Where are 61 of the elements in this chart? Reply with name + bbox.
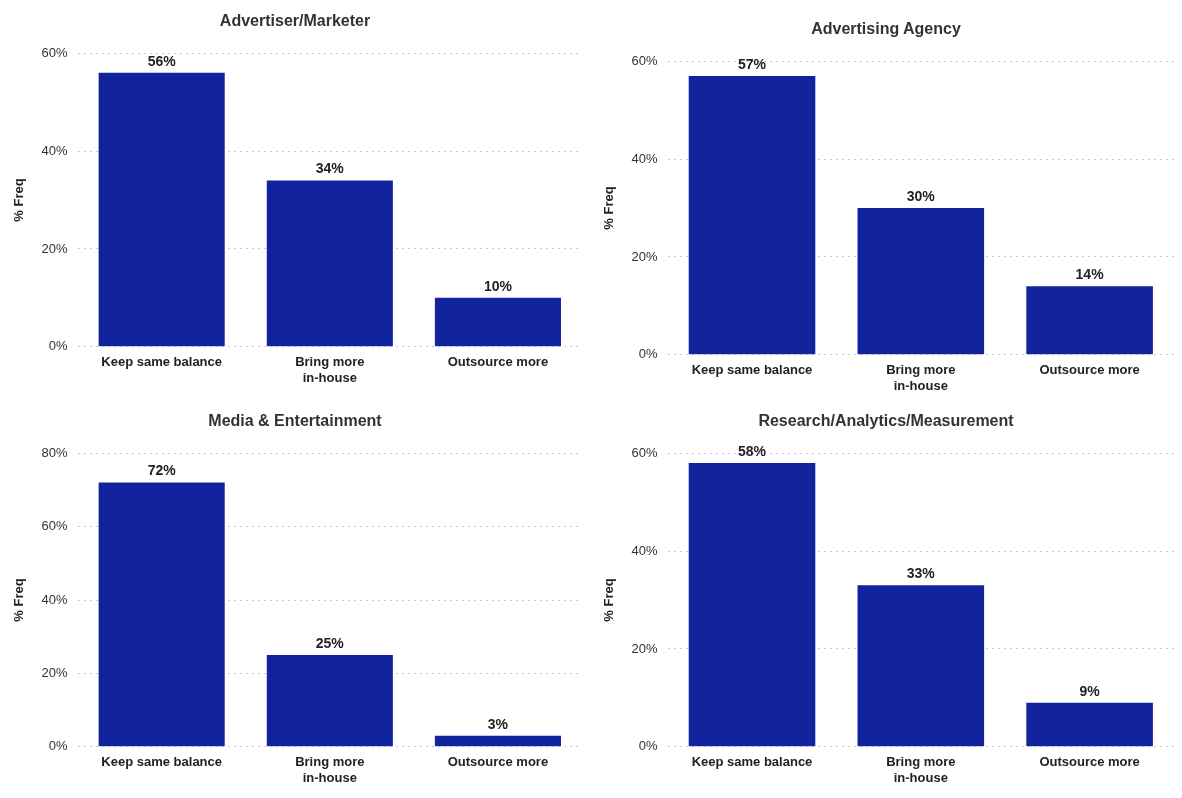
y-tick-label: 0% [638, 346, 659, 362]
y-tick-label: 0% [48, 738, 69, 754]
y-tick-label: 40% [41, 142, 69, 158]
data-label: 10% [483, 277, 513, 294]
y-axis-title: % Freq [601, 186, 617, 230]
data-label: 3% [487, 715, 509, 732]
x-tick-label: Bring more in-house [295, 754, 365, 785]
x-tick-label: Outsource more [447, 754, 549, 770]
bar [98, 482, 225, 747]
data-label: 14% [1075, 266, 1105, 283]
y-tick-label: 20% [41, 664, 69, 680]
chart-title: Research/Analytics/Measurement [758, 412, 1015, 430]
bar [434, 297, 561, 347]
x-tick-label: Bring more in-house [886, 754, 956, 785]
chart-title: Advertising Agency [811, 20, 961, 38]
bar [688, 462, 816, 747]
data-label: 33% [906, 565, 936, 582]
y-tick-label: 20% [631, 640, 659, 656]
x-tick-label: Bring more in-house [295, 354, 365, 385]
y-tick-label: 0% [48, 338, 69, 354]
x-tick-label: Keep same balance [691, 362, 813, 378]
data-label: 30% [906, 187, 936, 204]
data-label: 57% [738, 55, 767, 72]
bar [1026, 702, 1153, 747]
y-tick-label: 0% [638, 738, 659, 754]
x-tick-label: Keep same balance [101, 354, 223, 370]
x-tick-label: Bring more in-house [886, 362, 956, 393]
bar [434, 735, 561, 747]
y-tick-label: 60% [631, 52, 659, 68]
y-tick-label: 40% [41, 591, 69, 607]
y-tick-label: 60% [41, 44, 69, 60]
bar [266, 655, 393, 747]
y-tick-label: 60% [631, 444, 659, 460]
y-tick-label: 40% [631, 150, 659, 166]
bar [1026, 286, 1153, 355]
bar [98, 72, 225, 347]
chart-title: Media & Entertainment [208, 412, 383, 430]
x-tick-label: Outsource more [447, 354, 549, 370]
bar [688, 75, 816, 355]
y-axis-title: % Freq [601, 578, 617, 622]
data-label: 25% [315, 634, 345, 651]
y-tick-label: 20% [41, 240, 69, 256]
x-tick-label: Keep same balance [101, 754, 223, 770]
y-tick-label: 60% [41, 518, 69, 534]
chart-title: Advertiser/Marketer [219, 12, 371, 30]
x-tick-label: Outsource more [1039, 754, 1140, 770]
bar [857, 208, 985, 355]
y-tick-label: 80% [41, 444, 69, 460]
data-label: 58% [738, 442, 767, 459]
data-label: 9% [1079, 682, 1101, 699]
y-axis-title: % Freq [11, 578, 27, 622]
y-tick-label: 20% [631, 248, 659, 264]
x-tick-label: Keep same balance [691, 754, 813, 770]
y-tick-label: 40% [631, 542, 659, 558]
data-label: 72% [147, 462, 177, 479]
data-label: 56% [147, 52, 177, 69]
y-axis-title: % Freq [11, 178, 27, 222]
data-label: 34% [315, 160, 345, 177]
bar [857, 585, 985, 747]
x-tick-label: Outsource more [1039, 362, 1140, 378]
bar [266, 180, 393, 347]
